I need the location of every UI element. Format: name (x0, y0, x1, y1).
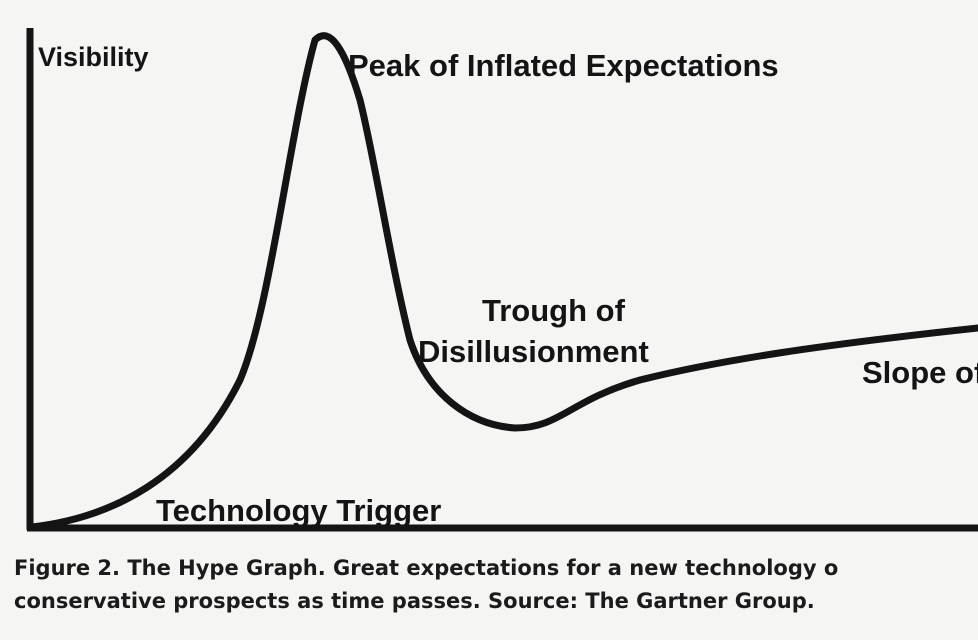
y-axis-label: Visibility (38, 42, 149, 72)
figure-caption: Figure 2. The Hype Graph. Great expectat… (14, 552, 978, 618)
slope-label: Slope of (862, 355, 978, 390)
peak-label: Peak of Inflated Expectations (348, 48, 779, 83)
caption-line-1: Figure 2. The Hype Graph. Great expectat… (14, 556, 839, 580)
trough-label-line1: Trough of (482, 293, 626, 328)
trough-label-line2: Disillusionment (418, 334, 649, 369)
hype-curve (28, 32, 978, 531)
caption-line-2: conservative prospects as time passes. S… (14, 589, 815, 613)
technology-trigger-label: Technology Trigger (156, 493, 441, 528)
